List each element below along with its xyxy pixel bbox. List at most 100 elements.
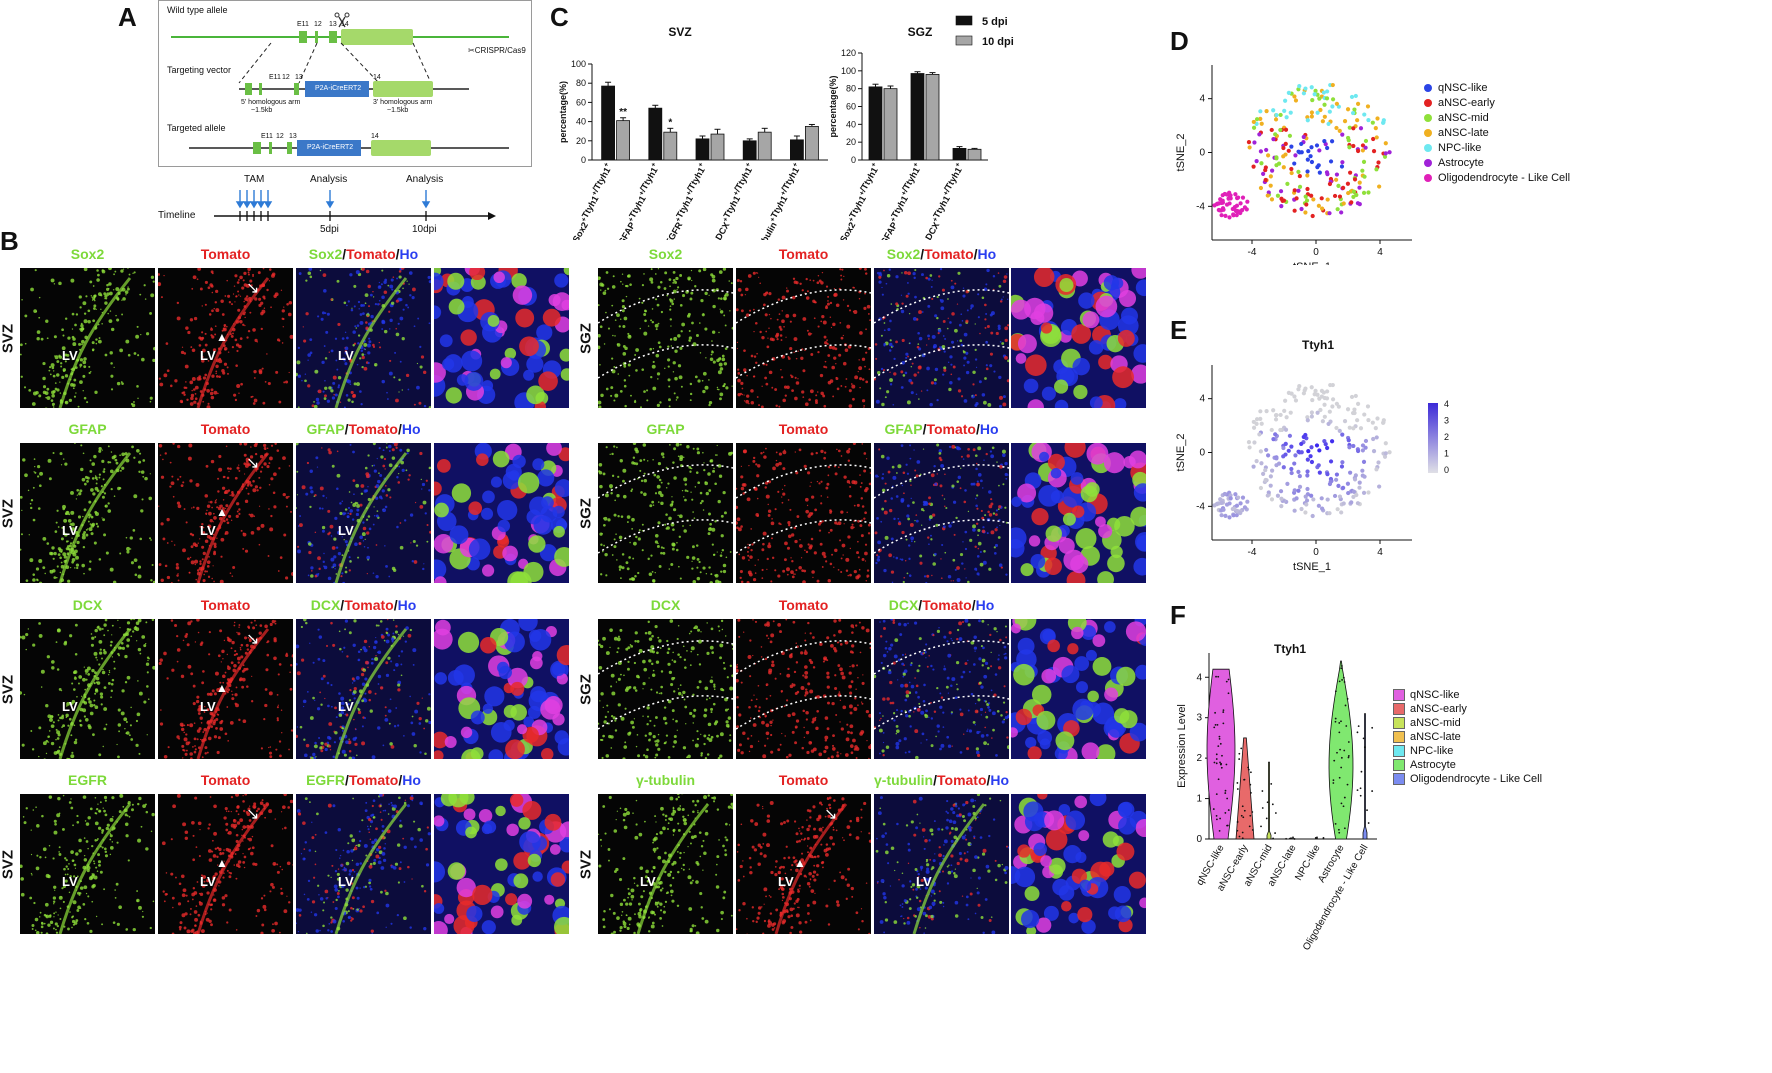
- cell-point: [1289, 170, 1294, 176]
- cell-point: [1332, 493, 1338, 499]
- cell-point: [1317, 148, 1322, 153]
- cell-point: [1342, 419, 1348, 424]
- cell-point: [1339, 210, 1344, 215]
- cell-point: [1299, 206, 1304, 212]
- cell-point: [1305, 473, 1310, 478]
- cell-point: [1345, 407, 1351, 412]
- cell-point: [1361, 459, 1367, 464]
- cell-point: [1351, 443, 1356, 449]
- exon-label: 14: [341, 21, 349, 28]
- cell-point: [1293, 453, 1298, 458]
- cell-point: [1310, 397, 1315, 403]
- microscopy-image: [736, 794, 871, 934]
- y-tick-label: 80: [846, 84, 856, 94]
- cell-point: [1264, 109, 1269, 114]
- cell-point: [1304, 202, 1309, 207]
- svz-bar-chart: SVZ 0 20 40 60 80 100 percentage(%) ** Sox2+Ttyh1…: [558, 25, 828, 240]
- data-point: [1251, 811, 1254, 813]
- cell-point: [1292, 394, 1297, 399]
- column-title: GFAP: [68, 421, 107, 437]
- data-point: [1238, 758, 1241, 760]
- data-point: [1238, 835, 1241, 838]
- cluster-legend: qNSC-like aNSC-early aNSC-mid aNSC-late NPC-…: [1424, 82, 1624, 192]
- column-title: DCX/Tomato/Ho: [310, 597, 417, 613]
- legend-item: qNSC-like: [1424, 82, 1488, 94]
- column-title: Tomato: [778, 772, 829, 788]
- cell-point: [1329, 139, 1335, 144]
- data-point: [1340, 665, 1343, 667]
- cell-point: [1330, 382, 1335, 388]
- cell-point: [1275, 493, 1281, 498]
- violin-legend: qNSC-like aNSC-early aNSC-mid aNSC-late NPC-…: [1393, 689, 1593, 799]
- cell-point: [1270, 168, 1275, 173]
- exon-label: 12: [282, 74, 290, 81]
- cell-point: [1299, 506, 1304, 512]
- data-point: [1371, 790, 1374, 792]
- data-point: [1356, 731, 1359, 734]
- cell-point: [1376, 160, 1381, 165]
- x-axis-label: tSNE_1: [1293, 561, 1331, 573]
- cell-point: [1258, 149, 1263, 154]
- cell-point: [1321, 90, 1326, 95]
- data-point: [1225, 763, 1228, 766]
- cell-point: [1311, 497, 1316, 502]
- data-point: [1332, 782, 1335, 784]
- cell-point: [1335, 507, 1340, 512]
- data-point: [1343, 796, 1346, 799]
- cell-point: [1304, 198, 1310, 203]
- chart-title: SVZ: [668, 25, 691, 39]
- legend-label: aNSC-early: [1410, 703, 1467, 715]
- cell-point: [1355, 148, 1361, 154]
- data-point: [1274, 832, 1276, 834]
- data-point: [1222, 709, 1225, 712]
- cell-point: [1305, 157, 1310, 162]
- cell-point: [1354, 192, 1359, 198]
- cell-point: [1283, 441, 1288, 446]
- microscopy-image: [158, 619, 293, 759]
- cell-point: [1296, 149, 1301, 154]
- cell-point: [1308, 454, 1313, 459]
- data-point: [1261, 807, 1264, 809]
- cell-point: [1299, 450, 1304, 455]
- y-tick-label: 0: [851, 155, 856, 165]
- cell-point: [1306, 448, 1311, 454]
- data-point: [1248, 825, 1251, 828]
- cell-point: [1221, 207, 1226, 212]
- cell-point: [1263, 467, 1268, 473]
- cell-point: [1317, 96, 1322, 101]
- cell-point: [1266, 153, 1271, 158]
- data-point: [1360, 770, 1363, 773]
- cell-point: [1222, 191, 1227, 197]
- data-point: [1224, 812, 1227, 814]
- cell-point: [1328, 459, 1334, 464]
- row-label: SVZ: [0, 674, 17, 705]
- data-point: [1357, 725, 1360, 728]
- microscopy-image: [874, 619, 1009, 759]
- data-point: [1338, 831, 1341, 834]
- cell-point: [1336, 183, 1341, 189]
- exon-label: 12: [314, 21, 322, 28]
- data-point: [1215, 675, 1217, 678]
- cell-point: [1271, 436, 1276, 442]
- cell-point: [1309, 114, 1314, 119]
- cell-point: [1259, 161, 1264, 166]
- column-title: GFAP: [646, 421, 685, 437]
- cell-point: [1362, 174, 1367, 179]
- cell-point: [1279, 203, 1284, 209]
- cell-point: [1327, 109, 1332, 114]
- lv-label: LV: [62, 699, 78, 714]
- cell-point: [1334, 125, 1339, 131]
- cell-point: [1278, 189, 1284, 194]
- column-title: Tomato: [200, 597, 251, 613]
- cell-point: [1317, 470, 1322, 475]
- panel-label-f: F: [1170, 600, 1186, 630]
- cell-point: [1281, 445, 1286, 451]
- legend-dot-icon: [1424, 84, 1432, 93]
- cell-point: [1355, 448, 1361, 454]
- cell-point: [1381, 120, 1386, 125]
- arrow-icon: ↘: [246, 806, 260, 823]
- data-point: [1240, 747, 1243, 750]
- scissors-icon: ✂: [468, 46, 475, 55]
- cell-point: [1254, 417, 1260, 422]
- cell-point: [1362, 112, 1367, 117]
